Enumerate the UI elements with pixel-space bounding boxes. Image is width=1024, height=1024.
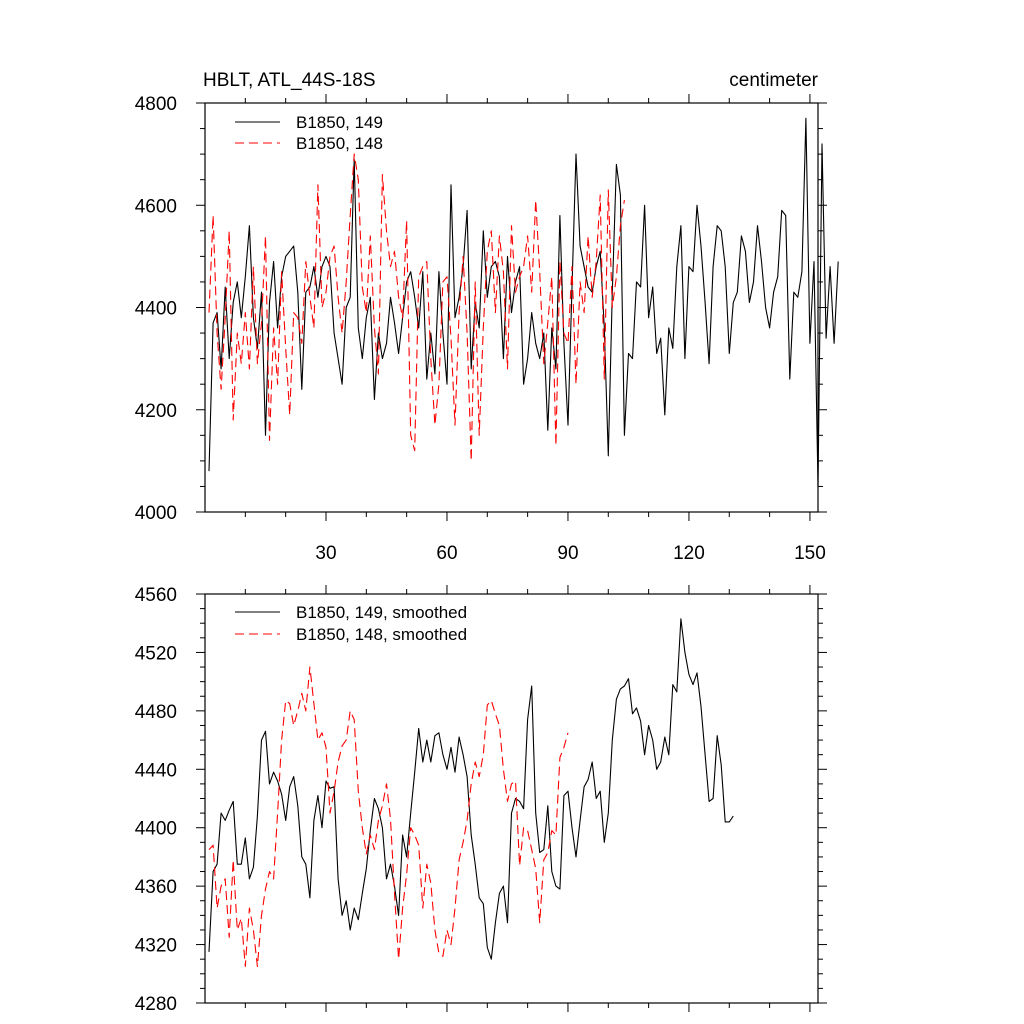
top-ticks-group: 4000 4200 4400 4600 4800 30 60 90 120 150 — [135, 94, 827, 564]
series-line-black-solid — [208, 618, 734, 960]
y-tick-label: 4400 — [135, 819, 177, 840]
x-tick-label: 60 — [436, 543, 457, 564]
y-tick-label: 4560 — [135, 585, 177, 606]
y-tick-label: 4520 — [135, 643, 177, 664]
y-tick-label: 4800 — [135, 94, 177, 115]
top-legend: B1850, 149 B1850, 148 — [235, 113, 383, 153]
x-tick-label: 30 — [315, 543, 336, 564]
y-tick-label: 4440 — [135, 760, 177, 781]
y-tick-label: 4480 — [135, 702, 177, 723]
bottom-chart-panel: 4280 4320 4360 4400 4440 4480 4520 4560 B1850, … — [135, 585, 827, 1015]
top-series-group — [208, 117, 839, 487]
y-tick-label: 4200 — [135, 401, 177, 422]
x-tick-label: 150 — [794, 543, 826, 564]
chart-title: HBLT, ATL_44S-18S — [203, 70, 376, 91]
legend-label-149: B1850, 149 — [296, 113, 383, 132]
bottom-series-group — [208, 618, 734, 968]
y-tick-label: 4320 — [135, 936, 177, 957]
y-tick-label: 4360 — [135, 877, 177, 898]
bottom-legend: B1850, 149, smoothed B1850, 148, smoothe… — [235, 603, 467, 644]
series-line-red-dashed — [208, 153, 625, 462]
x-tick-label: 120 — [673, 543, 705, 564]
y-tick-label: 4600 — [135, 196, 177, 217]
units-label: centimeter — [729, 70, 818, 91]
legend-label-148-smoothed: B1850, 148, smoothed — [296, 625, 467, 644]
y-tick-label: 4280 — [135, 994, 177, 1015]
legend-label-148: B1850, 148 — [296, 134, 383, 153]
x-tick-label: 90 — [557, 543, 578, 564]
legend-label-149-smoothed: B1850, 149, smoothed — [296, 603, 467, 622]
series-line-black-solid — [208, 117, 839, 487]
y-tick-label: 4400 — [135, 299, 177, 320]
bottom-ticks-group: 4280 4320 4360 4400 4440 4480 4520 4560 — [135, 585, 827, 1015]
series-line-red-dashed — [208, 666, 569, 968]
top-chart-panel: HBLT, ATL_44S-18S centimeter 4000 4200 440… — [135, 70, 839, 564]
y-tick-label: 4000 — [135, 503, 177, 524]
